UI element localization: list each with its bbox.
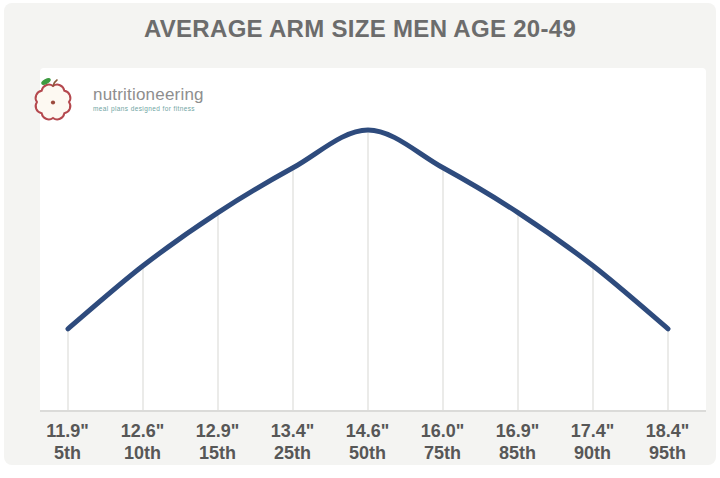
tick-percentile: 25th [255, 442, 330, 464]
tick-size: 16.9" [480, 420, 555, 442]
logo-brand-name: nutritioneering [93, 86, 204, 104]
logo-tagline: meal plans designed for fitness [93, 105, 204, 112]
x-tick-label: 16.9" 85th [480, 420, 555, 468]
x-tick-label: 18.4" 95th [630, 420, 705, 468]
chart-canvas: AVERAGE ARM SIZE MEN AGE 20-49 NUMBER OF… [0, 0, 720, 478]
tick-size: 13.4" [255, 420, 330, 442]
x-tick-label: 17.4" 90th [555, 420, 630, 468]
tick-size: 11.9" [30, 420, 105, 442]
tick-percentile: 95th [630, 442, 705, 464]
x-tick-label: 16.0" 75th [405, 420, 480, 468]
nutritioneering-logo: nutritioneering meal plans designed for … [33, 72, 263, 124]
tick-percentile: 5th [30, 442, 105, 464]
apple-logo-icon [33, 74, 77, 124]
tick-size: 12.9" [180, 420, 255, 442]
chart-title: AVERAGE ARM SIZE MEN AGE 20-49 [0, 15, 720, 43]
tick-percentile: 75th [405, 442, 480, 464]
tick-size: 16.0" [405, 420, 480, 442]
x-axis-labels: 11.9" 5th 12.6" 10th 12.9" 15th 13.4" 25… [30, 420, 710, 468]
tick-percentile: 85th [480, 442, 555, 464]
tick-size: 12.6" [105, 420, 180, 442]
tick-size: 14.6" [330, 420, 405, 442]
tick-size: 18.4" [630, 420, 705, 442]
tick-percentile: 50th [330, 442, 405, 464]
tick-size: 17.4" [555, 420, 630, 442]
tick-percentile: 15th [180, 442, 255, 464]
x-tick-label: 14.6" 50th [330, 420, 405, 468]
x-tick-label: 11.9" 5th [30, 420, 105, 468]
tick-percentile: 90th [555, 442, 630, 464]
x-tick-label: 12.9" 15th [180, 420, 255, 468]
tick-percentile: 10th [105, 442, 180, 464]
x-tick-label: 12.6" 10th [105, 420, 180, 468]
x-tick-label: 13.4" 25th [255, 420, 330, 468]
